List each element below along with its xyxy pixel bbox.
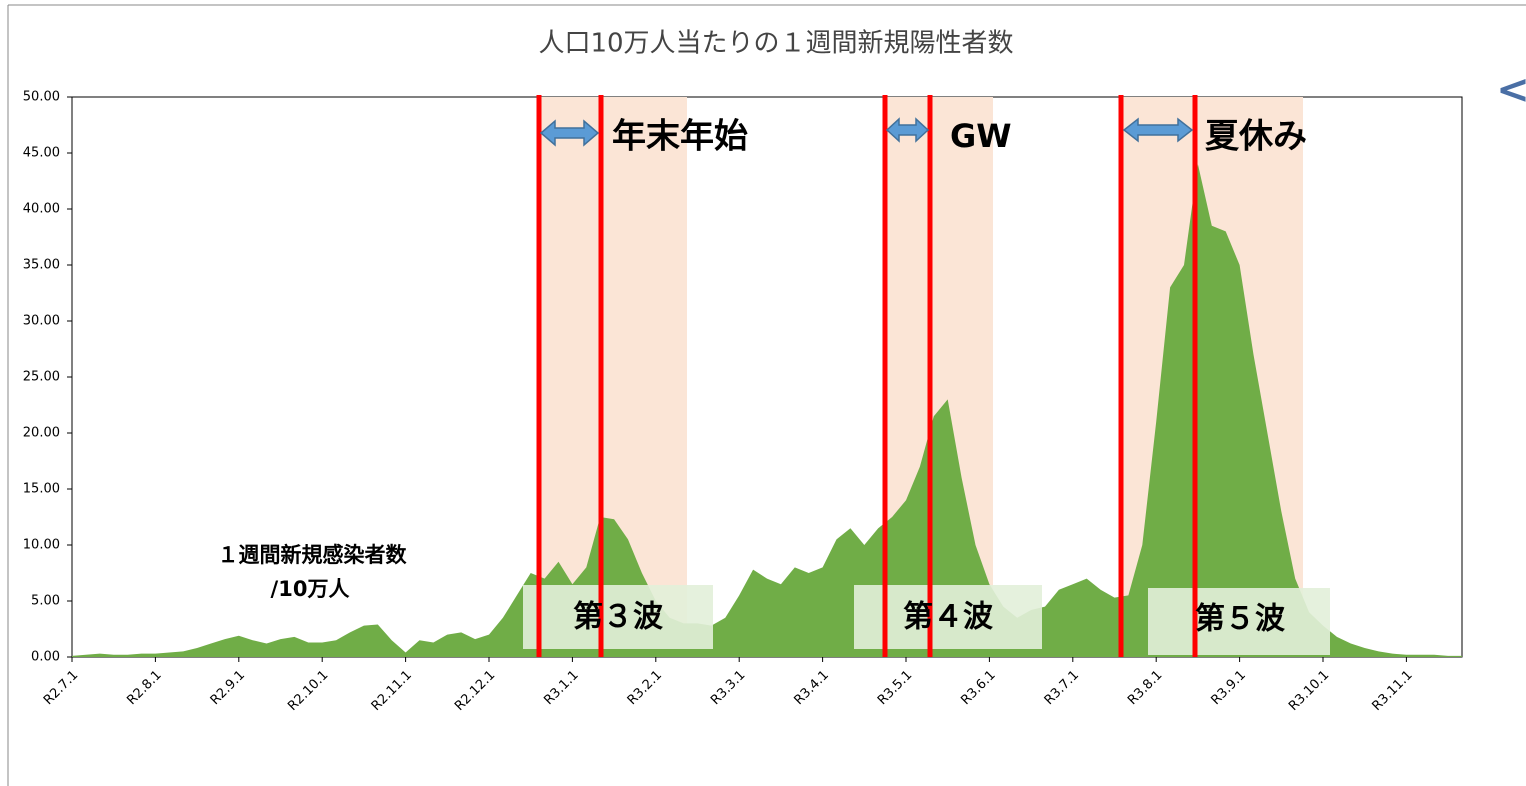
arrows: [539, 117, 1194, 147]
x-tick-label: R3.6.1: [958, 668, 998, 708]
y-tick-label: 25.00: [23, 370, 60, 385]
x-tick-label: R3.8.1: [1125, 668, 1165, 708]
annotation: GW: [950, 117, 1012, 155]
x-tick-label: R3.5.1: [875, 668, 915, 708]
x-tick-label: R2.11.1: [369, 668, 415, 714]
x-tick-label: R2.7.1: [41, 668, 81, 708]
y-tick-label: 15.00: [23, 482, 60, 497]
annotations: 年末年始 GW 夏休み 第３波 第４波 第５波 １週間新規感染者数 /10万人: [218, 117, 1308, 637]
y-tick-label: 30.00: [23, 314, 60, 329]
plot: [72, 164, 1462, 657]
annotation: 第３波: [573, 600, 664, 635]
x-tick-label: R2.12.1: [452, 668, 498, 714]
red-lines: [536, 95, 1198, 657]
chart-title: 人口10万人当たりの１週間新規陽性者数: [538, 29, 1013, 59]
series-label: １週間新規感染者数: [218, 543, 408, 567]
wave-box: [1148, 588, 1330, 655]
y-tick-label: 10.00: [23, 538, 60, 553]
wave-boxes: [523, 585, 1330, 655]
y-tick-label: 0.00: [31, 650, 60, 665]
x-tick-label: R2.9.1: [208, 668, 248, 708]
annotation: 夏休み: [1205, 117, 1307, 157]
x-tick-label: R2.8.1: [124, 668, 164, 708]
x-tick-label: R3.11.1: [1369, 668, 1415, 714]
y-tick-label: 40.00: [23, 202, 60, 217]
double-arrow: [1122, 117, 1194, 143]
y-tick-label: 45.00: [23, 146, 60, 161]
area: [72, 164, 1462, 657]
double-arrow: [539, 119, 600, 147]
double-arrow: [885, 117, 930, 143]
y-tick-label: 20.00: [23, 426, 60, 441]
x-tick-label: R2.10.1: [285, 668, 331, 714]
annotation: 第５波: [1195, 602, 1286, 637]
x-tick-label: R3.2.1: [625, 668, 665, 708]
y-tick-label: 50.00: [23, 90, 60, 105]
wave-box: [523, 585, 713, 649]
x-tick-label: R3.9.1: [1209, 668, 1249, 708]
x-tick-label: R3.1.1: [541, 668, 581, 708]
nav-arrow: <: [1496, 67, 1526, 113]
x-tick-label: R3.3.1: [708, 668, 748, 708]
series-label: /10万人: [271, 577, 350, 601]
x-tick-label: R3.7.1: [1042, 668, 1082, 708]
y-tick-label: 5.00: [31, 594, 60, 609]
annotation: 年末年始: [612, 117, 748, 157]
y-tick-label: 35.00: [23, 258, 60, 273]
x-tick-label: R3.4.1: [792, 668, 832, 708]
annotation: 第４波: [903, 600, 994, 635]
x-tick-label: R3.10.1: [1286, 668, 1332, 714]
